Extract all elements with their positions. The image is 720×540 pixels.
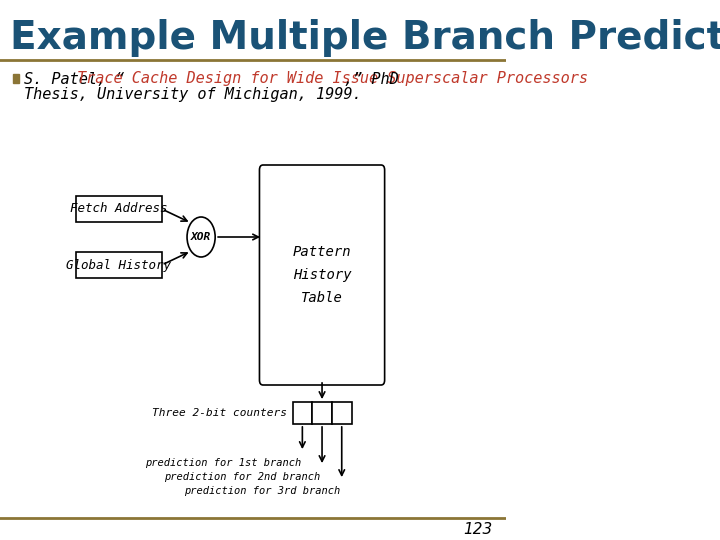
- Bar: [13, 74, 19, 83]
- Text: Global History: Global History: [66, 259, 171, 272]
- Bar: [292, 402, 312, 424]
- Text: Trace Cache Design for Wide Issue Superscalar Processors: Trace Cache Design for Wide Issue Supers…: [76, 71, 588, 86]
- Text: Three 2-bit counters: Three 2-bit counters: [152, 408, 287, 418]
- Circle shape: [187, 217, 215, 257]
- Bar: [332, 402, 351, 424]
- FancyBboxPatch shape: [76, 252, 162, 278]
- Text: S. Patel, “: S. Patel, “: [24, 71, 125, 86]
- Text: Example Multiple Branch Predictor: Example Multiple Branch Predictor: [10, 19, 720, 57]
- Text: prediction for 2nd branch: prediction for 2nd branch: [164, 472, 320, 482]
- Text: ,” PhD: ,” PhD: [344, 71, 399, 86]
- Text: Thesis, University of Michigan, 1999.: Thesis, University of Michigan, 1999.: [24, 87, 361, 103]
- Text: Pattern
History
Table: Pattern History Table: [293, 245, 351, 305]
- Text: XOR: XOR: [191, 232, 211, 242]
- Text: 123: 123: [463, 523, 492, 537]
- Text: Fetch Address: Fetch Address: [70, 202, 168, 215]
- Bar: [312, 402, 332, 424]
- FancyBboxPatch shape: [259, 165, 384, 385]
- Text: prediction for 3rd branch: prediction for 3rd branch: [184, 486, 341, 496]
- FancyBboxPatch shape: [76, 196, 162, 222]
- Text: prediction for 1st branch: prediction for 1st branch: [145, 458, 301, 468]
